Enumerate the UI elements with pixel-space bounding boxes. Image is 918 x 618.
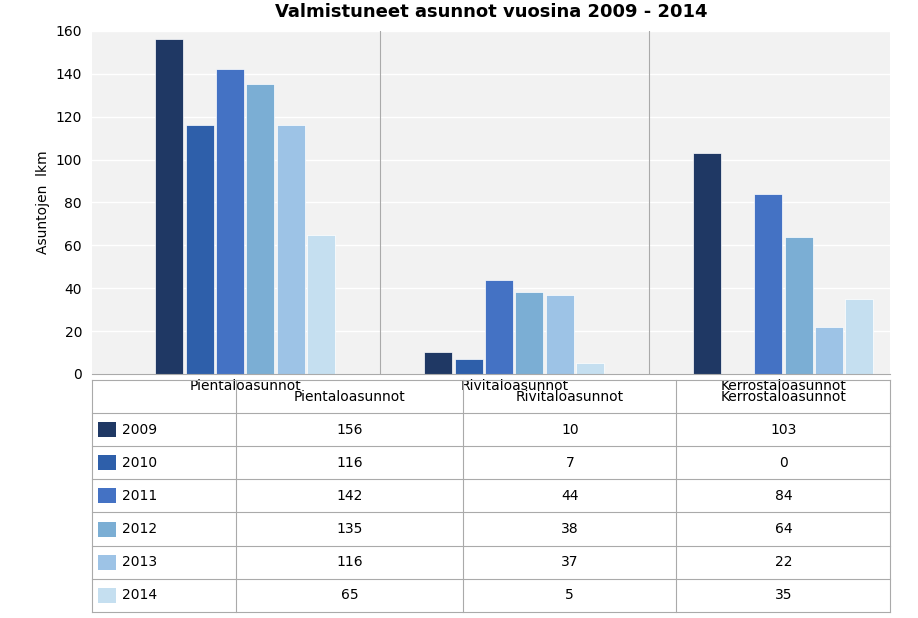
Text: 64: 64 (775, 522, 792, 536)
Text: 5: 5 (565, 588, 574, 603)
FancyBboxPatch shape (98, 588, 116, 603)
FancyBboxPatch shape (98, 555, 116, 570)
Bar (815, 327, 843, 374)
Text: 44: 44 (561, 489, 578, 503)
Y-axis label: Asuntojen  lkm: Asuntojen lkm (36, 151, 50, 254)
Text: Rivitaloasunnot: Rivitaloasunnot (516, 389, 624, 404)
Text: 135: 135 (336, 522, 363, 536)
Text: 38: 38 (561, 522, 578, 536)
Bar (693, 153, 722, 374)
Bar (308, 235, 335, 374)
Bar (546, 295, 574, 374)
Text: 2013: 2013 (122, 555, 157, 569)
Bar (424, 352, 453, 374)
Bar (845, 299, 873, 374)
Text: 2010: 2010 (122, 456, 157, 470)
Bar (185, 125, 214, 374)
FancyBboxPatch shape (98, 455, 116, 470)
Bar (755, 194, 782, 374)
Text: Pientaloasunnot: Pientaloasunnot (294, 389, 405, 404)
Bar (785, 237, 812, 374)
Text: 10: 10 (561, 423, 578, 437)
Text: 2009: 2009 (122, 423, 157, 437)
Text: 156: 156 (336, 423, 363, 437)
Text: 116: 116 (336, 555, 363, 569)
Text: 37: 37 (561, 555, 578, 569)
FancyBboxPatch shape (98, 488, 116, 504)
Bar (216, 69, 244, 374)
Text: 35: 35 (775, 588, 792, 603)
Bar (155, 40, 184, 374)
Text: 2014: 2014 (122, 588, 157, 603)
Text: 84: 84 (775, 489, 792, 503)
Bar (577, 363, 604, 374)
Text: 142: 142 (336, 489, 363, 503)
Text: 2011: 2011 (122, 489, 157, 503)
Text: 7: 7 (565, 456, 574, 470)
Text: 2012: 2012 (122, 522, 157, 536)
Bar (276, 125, 305, 374)
Text: 65: 65 (341, 588, 358, 603)
Text: 0: 0 (779, 456, 788, 470)
Text: 116: 116 (336, 456, 363, 470)
FancyBboxPatch shape (98, 522, 116, 536)
Text: Kerrostaloasunnot: Kerrostaloasunnot (721, 389, 846, 404)
Text: 22: 22 (775, 555, 792, 569)
Bar (454, 359, 483, 374)
Bar (246, 85, 274, 374)
Title: Valmistuneet asunnot vuosina 2009 - 2014: Valmistuneet asunnot vuosina 2009 - 2014 (274, 3, 708, 21)
FancyBboxPatch shape (98, 422, 116, 437)
Bar (516, 292, 543, 374)
Bar (485, 279, 513, 374)
Text: 103: 103 (770, 423, 797, 437)
